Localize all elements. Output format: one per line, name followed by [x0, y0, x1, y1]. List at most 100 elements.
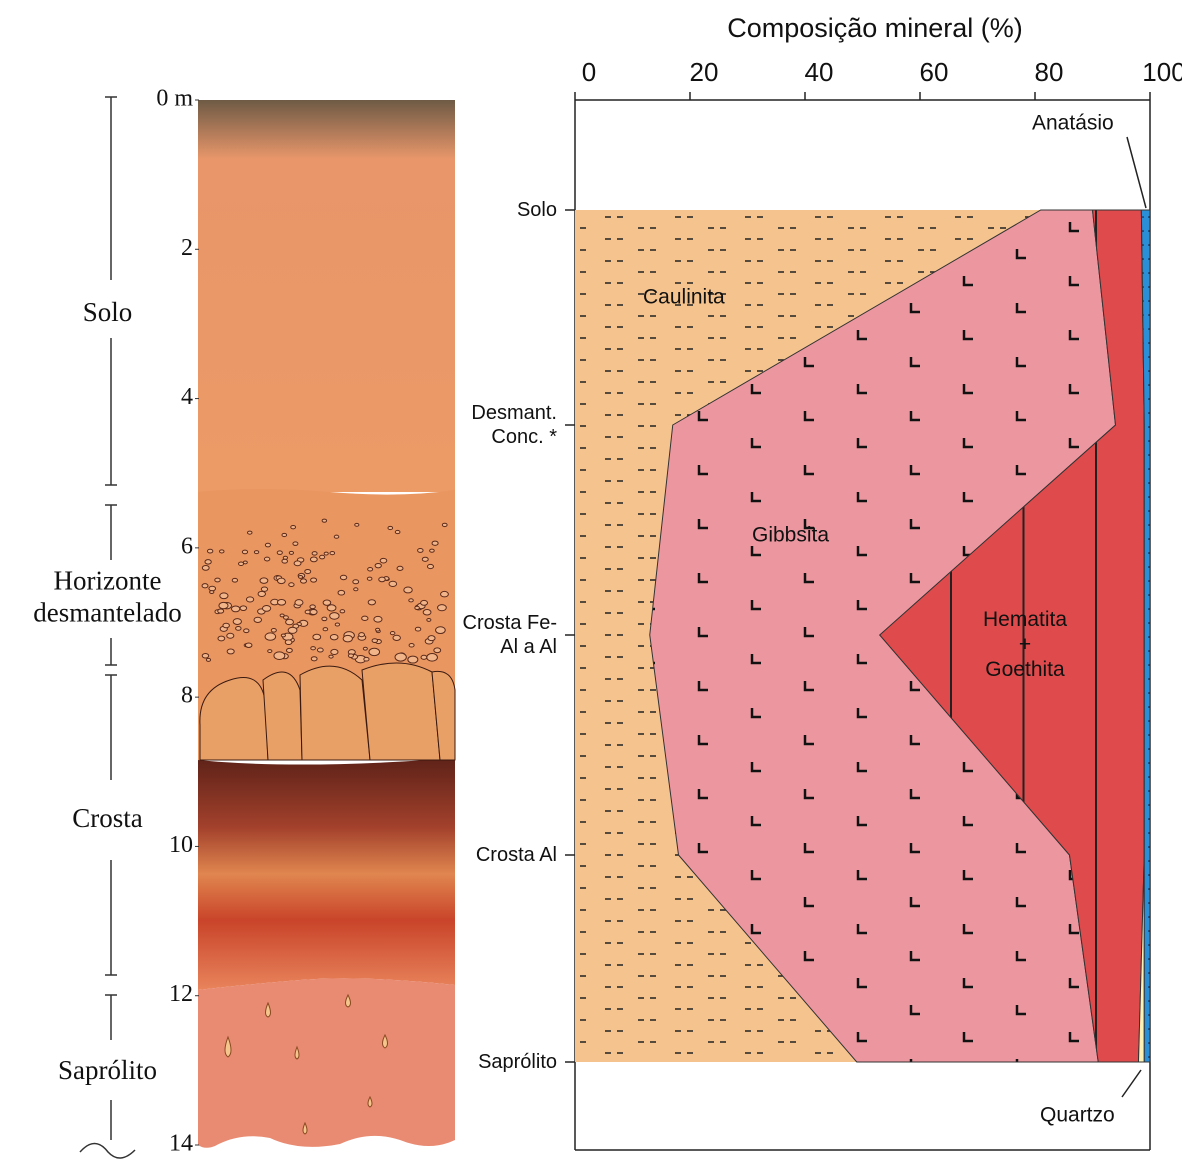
nodule [361, 615, 369, 622]
nodule [339, 574, 348, 581]
nodule [310, 577, 318, 583]
nodule [267, 649, 273, 654]
level-label: Solo [516, 199, 557, 221]
nodule [214, 577, 221, 583]
nodule [260, 586, 269, 592]
horizon-brackets [79, 96, 136, 1159]
nodule [280, 633, 286, 638]
nodule [259, 577, 269, 584]
chart-title: Composição mineral (%) [727, 13, 1023, 43]
nodule [288, 550, 295, 555]
nodule [414, 605, 420, 611]
nodule [371, 638, 379, 644]
horizon-label: Horizonte desmantelado [33, 565, 182, 628]
nodule [437, 604, 447, 612]
mineral-area [575, 210, 1041, 1062]
x-tick-label: 0 [582, 57, 596, 87]
nodule [281, 558, 288, 564]
nodule [294, 599, 304, 606]
series-label: Hematita + Goethita [982, 608, 1068, 682]
nodule [219, 592, 229, 600]
nodule [387, 525, 394, 531]
nodule [321, 616, 328, 622]
nodule [253, 616, 263, 623]
nodule [285, 618, 294, 626]
nodule [374, 562, 382, 569]
nodule [352, 579, 360, 585]
nodule [358, 632, 366, 638]
nodule [333, 534, 340, 539]
level-label: Desmant. Conc. * [471, 402, 557, 448]
nodule [261, 605, 272, 612]
depth-tick-label: 6 [181, 533, 193, 559]
nodule [232, 618, 242, 625]
level-label: Crosta Fe-Al a Al [462, 612, 557, 658]
nodule [367, 567, 374, 572]
nodule [309, 604, 316, 610]
mineral-area [1140, 209, 1151, 1063]
nodule [429, 548, 435, 553]
nodule [368, 647, 381, 657]
nodule [440, 590, 449, 598]
x-tick-label: 20 [690, 57, 719, 87]
nodule [394, 652, 407, 662]
nodule [328, 654, 334, 659]
nodule [417, 548, 424, 553]
nodule [244, 642, 253, 648]
x-tick-label: 60 [920, 57, 949, 87]
x-tick-label: 100 [1142, 57, 1182, 87]
nodule [408, 642, 415, 648]
nodule [375, 627, 381, 632]
nodule [290, 524, 297, 530]
nodule [408, 598, 414, 603]
nodule [201, 652, 210, 659]
series-label: Gibbsita [752, 523, 830, 547]
nodule [379, 557, 388, 564]
nodule [279, 613, 285, 618]
soil-column [198, 100, 456, 1148]
nodule [322, 599, 332, 606]
nodule [287, 626, 298, 634]
horizon-label: Crosta [72, 802, 143, 833]
nodule [310, 656, 318, 662]
nodule [293, 560, 302, 567]
nodule [222, 622, 230, 629]
nodule [396, 565, 404, 571]
nodule [403, 586, 413, 594]
nodule [427, 635, 436, 642]
series-label: Caulinita [643, 285, 725, 309]
nodule [426, 617, 432, 622]
nodule [363, 656, 370, 662]
nodule [309, 556, 318, 563]
nodule [238, 561, 245, 567]
nodule [264, 632, 277, 641]
nodule [299, 578, 308, 584]
nodule [231, 577, 239, 583]
nodule [334, 622, 341, 627]
nodule [205, 657, 212, 662]
nodule [394, 529, 401, 535]
nodule [276, 598, 287, 606]
nodule [201, 583, 209, 589]
depth-tick-label: 4 [181, 384, 193, 410]
nodule [217, 635, 226, 642]
nodule [243, 628, 250, 634]
nodule [431, 540, 439, 546]
nodule [235, 625, 242, 631]
nodule [362, 646, 368, 651]
nodule [367, 599, 376, 606]
nodule [426, 653, 438, 662]
nodule [347, 653, 354, 658]
nodule [329, 550, 336, 556]
nodule [257, 590, 266, 598]
nodule [311, 551, 318, 556]
nodule [273, 651, 286, 660]
nodule [281, 532, 288, 538]
depth-tick-label: 12 [169, 981, 193, 1007]
nodule [407, 655, 419, 664]
nodule [420, 654, 428, 660]
nodule [270, 627, 277, 633]
level-label: Saprólito [478, 1051, 557, 1073]
nodule [239, 605, 248, 611]
nodule [388, 580, 398, 588]
